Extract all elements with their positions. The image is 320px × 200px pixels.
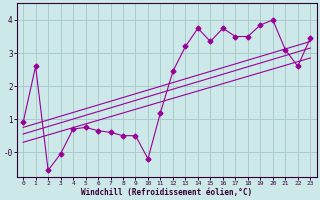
X-axis label: Windchill (Refroidissement éolien,°C): Windchill (Refroidissement éolien,°C) [81,188,252,197]
